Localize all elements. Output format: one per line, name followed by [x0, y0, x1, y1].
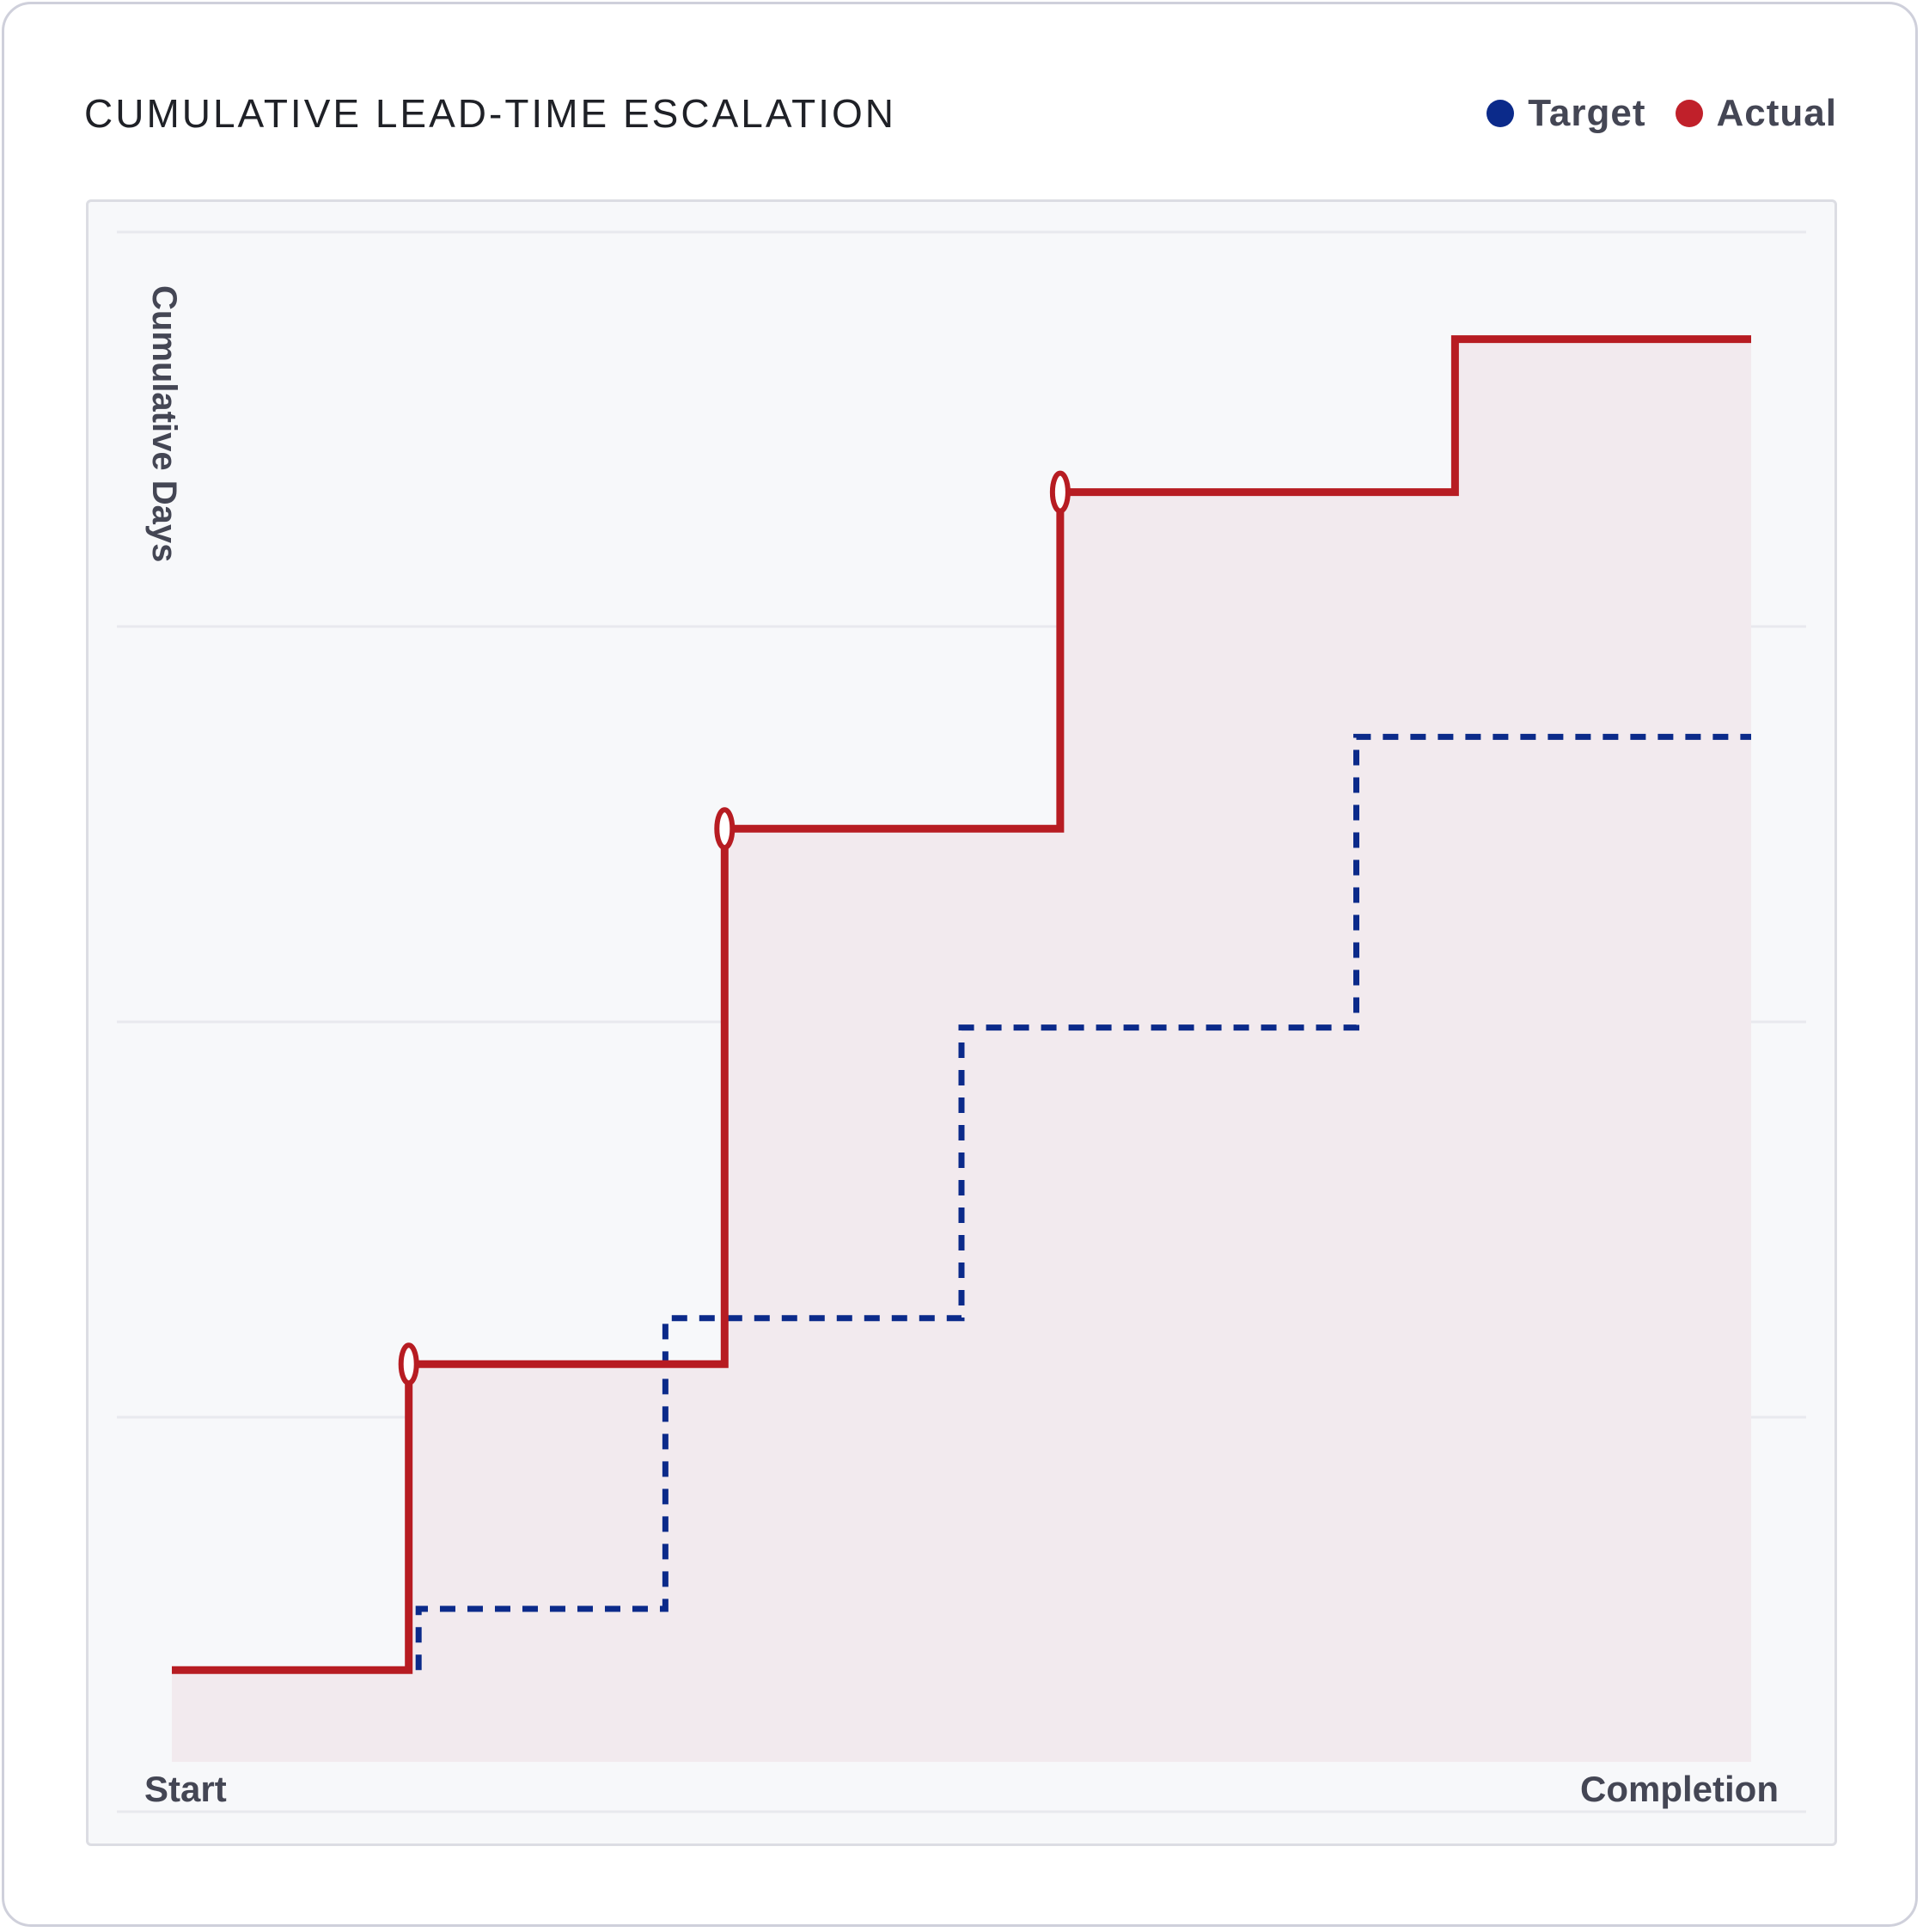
legend-swatch-target: [1487, 100, 1515, 127]
x-tick-label-completion: Completion: [1580, 1769, 1779, 1809]
actual-markers: [398, 470, 1071, 1386]
legend-item-actual[interactable]: Actual: [1675, 86, 1837, 141]
actual-marker-1: [714, 807, 736, 851]
actual-line: [172, 335, 1751, 1674]
legend-label-target: Target: [1528, 92, 1646, 134]
actual-series: [172, 335, 1751, 1674]
target-line: [415, 733, 1751, 1671]
target-series: [415, 733, 1751, 1671]
actual-marker-0: [398, 1342, 419, 1386]
legend-swatch-actual: [1675, 100, 1703, 127]
legend-label-actual: Actual: [1716, 92, 1837, 134]
legend: Target Actual: [1487, 86, 1837, 141]
chart-title: CUMULATIVE LEAD-TIME ESCALATION: [84, 91, 896, 136]
actual-marker-2: [1049, 470, 1071, 514]
x-tick-label-start: Start: [144, 1769, 227, 1809]
y-axis-label: Cumulative Days: [145, 285, 183, 562]
legend-item-target[interactable]: Target: [1487, 86, 1645, 141]
